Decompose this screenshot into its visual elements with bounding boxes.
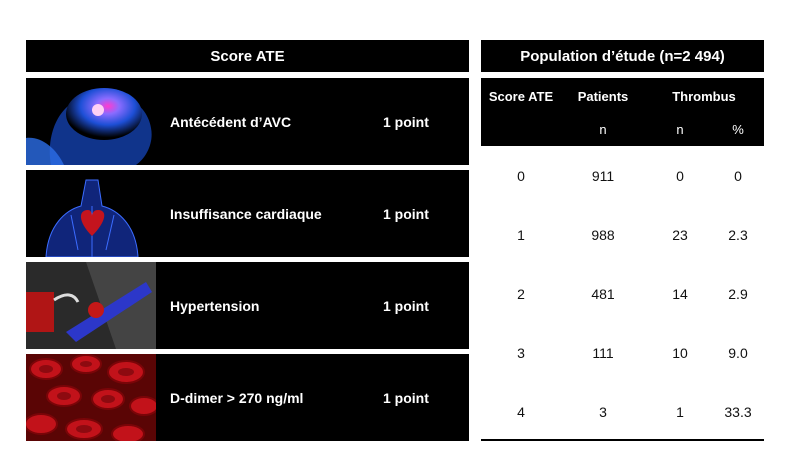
score-ate-title: Score ATE [210,47,285,65]
cell-patients: 911 [591,168,615,184]
population-header: Population d’étude (n=2 494) [481,40,764,72]
cell-patients: 111 [592,345,614,361]
sub-patients-n: n [599,122,607,137]
cell-score: 2 [517,286,525,302]
criterion-label: Hypertension [170,297,260,314]
cell-thrombus-n: 14 [672,286,688,302]
population-title: Population d’étude (n=2 494) [520,47,725,65]
cell-patients: 481 [591,286,615,302]
cell-score: 4 [517,404,525,420]
table-bottom-rule [481,439,764,441]
cell-thrombus-pct: 9.0 [728,345,748,361]
cell-patients: 988 [591,227,615,243]
col-patients-header: Patients [577,89,629,104]
criterion-row-stroke: Antécédent d’AVC 1 point [26,78,469,165]
col-score-header: Score ATE [488,89,554,104]
cell-thrombus-n: 23 [672,227,688,243]
cell-score: 0 [517,168,525,184]
cell-score: 1 [517,227,525,243]
col-thrombus-header: Thrombus [672,89,736,104]
cell-thrombus-pct: 2.3 [728,227,748,243]
criterion-label: D-dimer > 270 ng/ml [170,389,304,406]
cell-thrombus-pct: 0 [734,168,742,184]
heart-illustration [26,170,156,257]
criterion-label: Antécédent d’AVC [170,113,292,130]
table-header: Score ATE Patients Thrombus n n % [481,78,764,146]
criterion-row-hypertension: Hypertension 1 point [26,262,469,349]
sub-thrombus-pct: % [732,122,744,137]
red-blood-cells-illustration [26,354,156,441]
criterion-points: 1 point [383,205,429,222]
brain-illustration [26,78,156,165]
criterion-label: Insuffisance cardiaque [170,205,322,222]
criterion-points: 1 point [383,297,429,314]
cell-thrombus-n: 0 [676,168,684,184]
sub-thrombus-n: n [676,122,684,137]
score-ate-header: Score ATE [26,40,469,72]
criterion-points: 1 point [383,113,429,130]
cell-thrombus-pct: 2.9 [728,286,748,302]
blood-pressure-cuff-illustration [26,262,156,349]
criterion-points: 1 point [383,389,429,406]
cell-score: 3 [517,345,525,361]
cell-thrombus-n: 1 [676,404,684,420]
cell-thrombus-n: 10 [672,345,688,361]
criterion-row-d-dimer: D-dimer > 270 ng/ml 1 point [26,354,469,441]
cell-patients: 3 [599,404,607,420]
criterion-row-heart-failure: Insuffisance cardiaque 1 point [26,170,469,257]
cell-thrombus-pct: 33.3 [724,404,752,420]
